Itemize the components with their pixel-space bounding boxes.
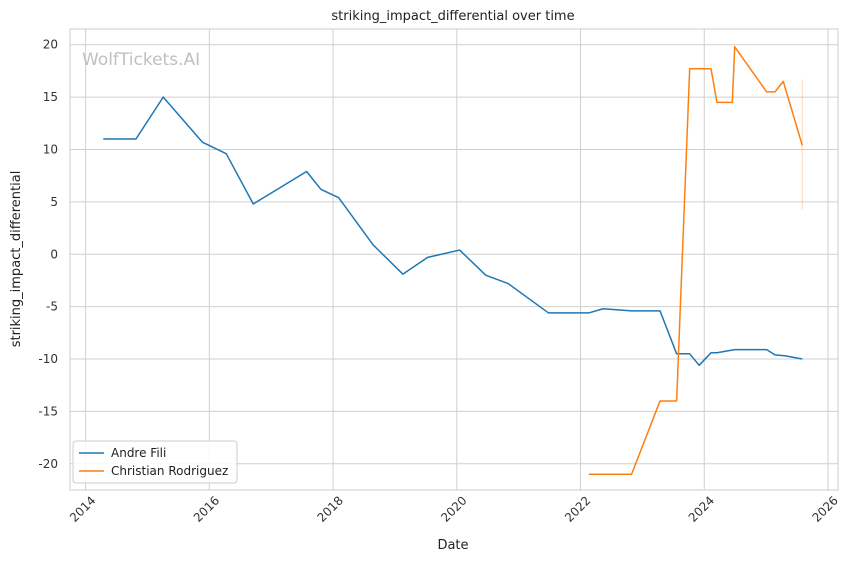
watermark: WolfTickets.AI (82, 50, 200, 70)
y-tick-label: 10 (43, 142, 58, 156)
plot-border (69, 28, 839, 491)
series-layer (103, 46, 803, 476)
y-tick-label: -20 (38, 457, 58, 471)
plot-area (70, 29, 838, 490)
y-tick-label: 20 (43, 38, 58, 52)
y-tick-labels: 20 15 10 5 0 -5 -10 -15 -20 (38, 38, 58, 471)
y-tick-label: -5 (46, 300, 58, 314)
y-tick-label: 0 (50, 247, 58, 261)
chart-title: striking_impact_differential over time (331, 9, 574, 24)
y-axis-label: striking_impact_differential (9, 171, 24, 348)
series-line-2 (588, 46, 803, 476)
legend: Andre Fili Christian Rodriguez (72, 440, 238, 484)
y-tick-label: 15 (43, 90, 58, 104)
y-tick-label: -10 (38, 352, 58, 366)
x-axis-label: Date (437, 538, 468, 553)
series-line-1 (103, 96, 803, 367)
legend-frame (72, 440, 238, 484)
legend-label: Andre Fili (111, 446, 166, 460)
y-tick-label: -15 (38, 404, 58, 418)
y-tick-label: 5 (50, 195, 58, 209)
legend-label: Christian Rodriguez (111, 464, 228, 478)
x-gridlines (85, 29, 829, 490)
